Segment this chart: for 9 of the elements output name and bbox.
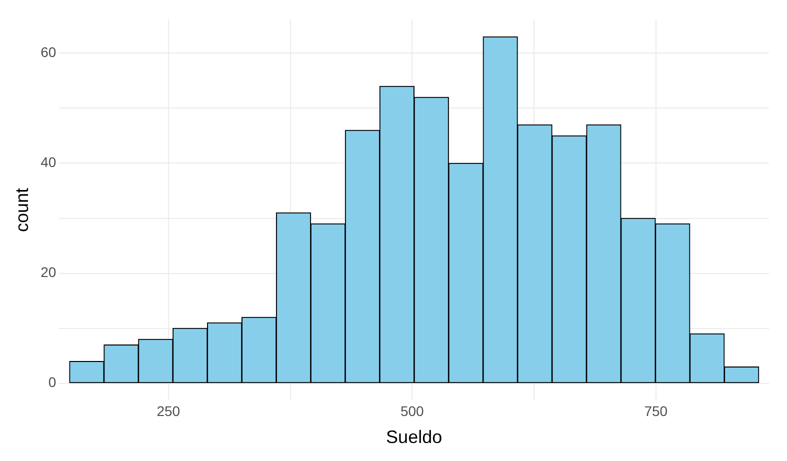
x-axis-title: Sueldo [386,427,442,448]
y-tick-label: 20 [40,264,56,280]
x-tick-label: 750 [644,402,668,419]
y-tick-label: 40 [40,154,56,170]
y-axis-title: count [12,188,32,232]
y-tick-label: 60 [40,44,56,60]
x-tick-label: 250 [156,402,180,419]
x-tick-label: 500 [400,402,424,419]
y-tick-label: 0 [48,374,56,390]
